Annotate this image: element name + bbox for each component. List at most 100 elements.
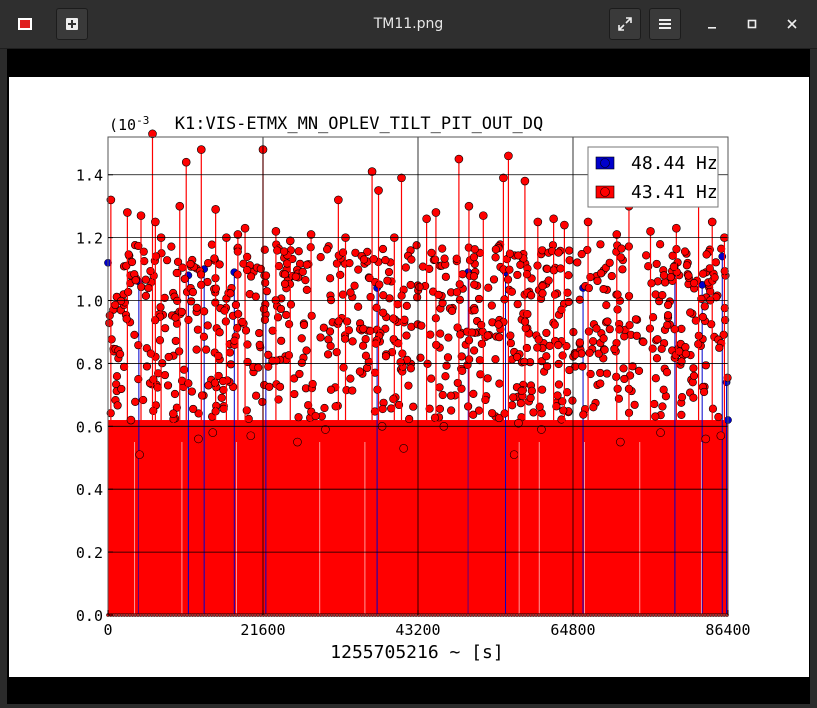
menu-button[interactable]	[649, 8, 681, 40]
series-43-41hz-point	[651, 374, 660, 383]
series-43-41hz-point	[491, 253, 500, 262]
plus-square-icon	[66, 18, 78, 30]
series-43-41hz-point	[286, 300, 296, 309]
series-43-41hz-point	[393, 300, 402, 309]
series-43-41hz-point	[522, 343, 531, 353]
new-tab-button[interactable]	[56, 8, 88, 40]
series-43-41hz-point	[564, 271, 573, 280]
y-tick-label: 0.6	[76, 418, 103, 436]
series-43-41hz-point	[656, 428, 665, 437]
series-43-41hz-point	[332, 348, 341, 357]
series-43-41hz-point	[345, 259, 354, 268]
series-43-41hz-point	[689, 393, 698, 402]
series-43-41hz-point	[605, 325, 614, 334]
series-43-41hz-point	[311, 411, 320, 421]
series-43-41hz-point	[708, 404, 718, 413]
series-43-41hz-point	[170, 389, 180, 399]
series-43-41hz-point	[116, 349, 125, 359]
series-43-41hz-point	[554, 248, 563, 257]
series-43-41hz-point	[607, 271, 616, 281]
series-43-41hz-point	[488, 409, 497, 418]
minimize-button[interactable]	[702, 14, 722, 34]
series-43-41hz-point	[434, 290, 443, 299]
series-43-41hz-point	[458, 270, 467, 279]
series-43-41hz-point	[396, 358, 405, 367]
series-43-41hz-point	[389, 394, 398, 404]
maximize-button[interactable]	[742, 14, 762, 34]
series-43-41hz-point	[616, 437, 625, 447]
close-button[interactable]	[782, 14, 802, 34]
series-43-41hz-point	[444, 333, 453, 342]
chart: 0 21600 43200 64800 86400 0.0 0.2 0.4 0.6 0.8 1.0 1…	[76, 114, 751, 663]
series-43-41hz-point	[689, 364, 698, 373]
series-43-41hz-point	[348, 386, 357, 395]
series-43-41hz-point	[596, 240, 605, 249]
series-43-41hz-point	[557, 305, 566, 314]
series-43-41hz-point	[545, 341, 554, 351]
series-43-41hz-point	[130, 330, 139, 339]
series-43-41hz-point	[164, 352, 173, 362]
series-43-41hz-point	[369, 254, 378, 264]
series-43-41hz-point	[563, 288, 572, 297]
series-43-41hz-point	[141, 291, 151, 300]
series-43-41hz-point	[338, 290, 347, 299]
series-43-41hz-point	[331, 402, 340, 411]
series-43-41hz-point	[375, 280, 384, 289]
series-43-41hz-point	[470, 346, 479, 355]
series-43-41hz-point	[339, 363, 348, 372]
fullscreen-button[interactable]	[609, 8, 641, 40]
series-43-41hz-point	[575, 338, 585, 347]
series-43-41hz-point	[167, 242, 176, 251]
series-43-41hz-point	[592, 324, 601, 333]
series-43-41hz-point	[262, 287, 272, 296]
y-scale-label: (10-3	[109, 114, 149, 134]
series-43-41hz-point	[225, 348, 235, 357]
series-43-41hz-point	[715, 343, 724, 352]
series-43-41hz-point	[302, 260, 311, 269]
legend: 48.44 Hz 43.41 Hz	[587, 146, 719, 208]
series-43-41hz-point	[334, 195, 343, 205]
x-tick-label: 64800	[550, 621, 595, 639]
series-43-41hz-point	[117, 384, 126, 394]
series-43-41hz-point	[299, 320, 309, 330]
series-43-41hz-point	[505, 265, 514, 274]
series-43-41hz-point	[169, 409, 178, 419]
series-43-41hz-point	[632, 331, 641, 340]
series-43-41hz-point	[552, 402, 561, 411]
series-43-41hz-point	[565, 256, 574, 265]
series-43-41hz-point	[658, 291, 667, 300]
series-43-41hz-point	[425, 404, 434, 413]
series-43-41hz-point	[642, 251, 651, 260]
series-43-41hz-point	[613, 290, 622, 299]
series-43-41hz-point	[543, 362, 552, 371]
series-43-41hz-point	[160, 370, 170, 380]
series-43-41hz-point	[154, 369, 163, 378]
y-tick-label: 1.2	[76, 230, 103, 248]
series-43-41hz-point	[325, 327, 335, 336]
series-43-41hz-point	[579, 410, 588, 419]
series-43-41hz-point	[374, 186, 383, 195]
series-43-41hz-point	[476, 370, 485, 379]
series-43-41hz-point	[443, 353, 453, 362]
series-43-41hz-point	[326, 341, 335, 351]
series-43-41hz-point	[538, 385, 547, 394]
series-43-41hz-point	[326, 296, 336, 305]
series-43-41hz-point	[402, 331, 411, 340]
series-43-41hz-point	[630, 400, 639, 409]
series-43-41hz-point	[666, 272, 675, 282]
series-43-41hz-point	[379, 291, 388, 300]
series-43-41hz-point	[615, 325, 624, 334]
series-43-41hz-point	[455, 295, 464, 304]
series-43-41hz-point	[550, 320, 559, 329]
series-43-41hz-point	[647, 279, 656, 288]
series-43-41hz-point	[397, 173, 406, 183]
close-icon	[787, 19, 797, 29]
series-43-41hz-point	[584, 283, 593, 293]
series-43-41hz-point	[254, 363, 263, 372]
series-43-41hz-point	[233, 230, 243, 239]
series-43-41hz-point	[139, 247, 148, 256]
series-43-41hz-point	[351, 248, 360, 257]
series-43-41hz-point	[359, 255, 369, 264]
series-43-41hz-point	[542, 328, 551, 338]
series-43-41hz-point	[500, 295, 509, 304]
